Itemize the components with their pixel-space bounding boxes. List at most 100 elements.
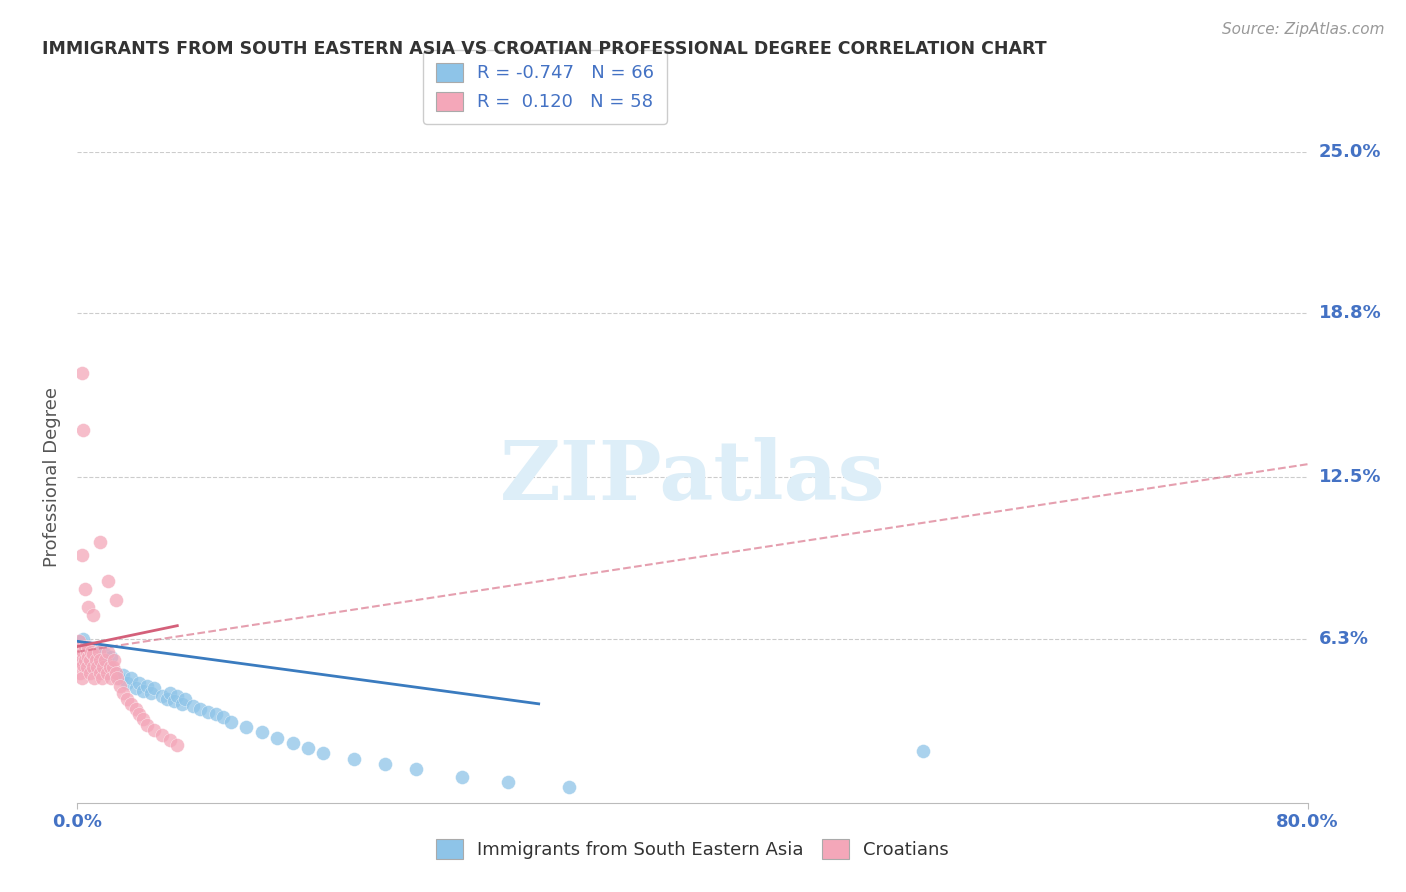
Point [135,679,157,693]
Point [90,660,114,674]
Point [163,694,186,708]
Point [312,747,335,761]
Point [83,645,105,659]
Point [97,665,120,680]
Point [86,660,108,674]
Point [72,645,94,659]
Text: 6.3%: 6.3% [1319,630,1368,648]
Point [70,652,93,666]
Point [87,645,110,659]
Point [266,731,288,745]
Point [70,366,93,380]
Point [76,660,98,674]
Point [80,645,103,659]
Point [143,723,166,737]
Point [159,733,181,747]
Point [82,608,104,623]
Point [73,645,96,659]
Point [197,705,219,719]
Point [67,634,90,648]
Point [115,691,138,706]
Point [76,645,98,659]
Point [496,775,519,789]
Point [82,648,104,662]
Text: IMMIGRANTS FROM SOUTH EASTERN ASIA VS CROATIAN PROFESSIONAL DEGREE CORRELATION C: IMMIGRANTS FROM SOUTH EASTERN ASIA VS CR… [42,40,1047,58]
Text: Source: ZipAtlas.com: Source: ZipAtlas.com [1222,22,1385,37]
Point [132,683,155,698]
Point [86,657,108,672]
Point [297,741,319,756]
Point [82,660,104,674]
Point [77,657,100,672]
Point [73,640,96,654]
Point [89,665,111,680]
Point [143,681,166,696]
Point [188,702,212,716]
Point [374,756,396,771]
Text: 25.0%: 25.0% [1319,143,1381,161]
Point [100,649,122,664]
Point [93,652,115,666]
Legend: Immigrants from South Eastern Asia, Croatians: Immigrants from South Eastern Asia, Croa… [423,827,962,871]
Point [77,640,100,654]
Point [250,725,273,739]
Text: 18.8%: 18.8% [1319,304,1382,322]
Point [79,649,101,664]
Point [104,665,127,680]
Point [73,652,96,666]
Point [67,645,90,659]
Point [72,648,94,662]
Point [166,689,188,703]
Point [174,691,197,706]
Point [67,652,90,666]
Point [97,574,120,589]
Point [110,679,132,693]
Point [70,640,93,654]
Point [69,665,91,680]
Point [166,739,188,753]
Point [115,676,138,690]
Point [181,699,204,714]
Point [76,640,98,654]
Point [94,652,117,666]
Point [150,728,173,742]
Text: 12.5%: 12.5% [1319,468,1381,486]
Point [104,665,127,680]
Point [94,648,117,662]
Point [120,697,142,711]
Point [125,702,148,716]
Point [87,649,110,664]
Point [89,535,111,549]
Point [120,671,142,685]
Point [212,710,235,724]
Point [70,652,93,666]
Text: ZIPatlas: ZIPatlas [499,437,886,517]
Point [79,665,101,680]
Point [128,707,150,722]
Point [70,640,93,654]
Point [89,652,111,666]
Point [108,671,131,685]
Point [72,423,94,437]
Point [405,762,427,776]
Point [100,671,122,685]
Point [77,645,100,659]
Point [343,751,366,765]
Point [125,681,148,696]
Point [155,691,177,706]
Point [98,660,121,674]
Point [98,660,121,674]
Point [104,592,127,607]
Point [235,720,257,734]
Point [204,707,226,722]
Point [558,780,581,794]
Point [79,652,101,666]
Point [73,655,96,669]
Point [72,632,94,646]
Point [112,668,135,682]
Point [82,648,104,662]
Point [77,600,100,615]
Point [150,689,173,703]
Point [84,652,107,666]
Point [70,671,93,685]
